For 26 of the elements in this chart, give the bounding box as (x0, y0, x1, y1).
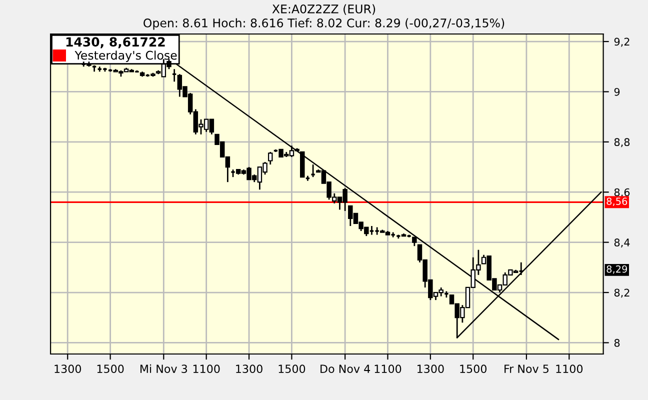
x-tick-label: 1300 (54, 364, 82, 374)
y-tick-label: 9 (614, 88, 620, 96)
x-tick-label: 1100 (374, 364, 402, 374)
y-tick-label: 9,2 (614, 38, 630, 47)
x-tick-label: 1300 (236, 364, 262, 374)
y-tick-label: 8,2 (614, 288, 630, 298)
x-tick-label: Fr Nov 5 (504, 364, 548, 374)
x-tick-label: 1500 (460, 364, 487, 374)
chart-subtitle: Open: 8.61 Hoch: 8.616 Tief: 8.02 Cur: 8.29 (-00,27/-03,15%) (144, 18, 504, 30)
y-tick-label: 8,4 (614, 238, 630, 248)
legend-title: 1430, 8,61722 (66, 37, 165, 48)
legend-label: Yesterday's Close (74, 50, 177, 62)
x-tick-label: Do Nov 4 (320, 364, 370, 374)
x-tick-label: 1100 (193, 364, 220, 374)
candlestick (268, 151, 273, 166)
y-tick-label: 8,6 (614, 188, 630, 198)
annotation: 8,56 (606, 198, 628, 206)
chart-title: XE:A0Z2ZZ (EUR) (272, 4, 376, 15)
x-tick-label: 1300 (418, 364, 444, 374)
y-tick-label: 8,8 (614, 138, 630, 148)
x-tick-label: Mi Nov 3 (140, 364, 188, 374)
x-tick-label: 1500 (97, 364, 124, 374)
y-tick-label: 8 (614, 338, 620, 347)
x-tick-label: 1100 (556, 364, 583, 374)
annotation: 8,29 (606, 265, 628, 274)
x-tick-label: 1500 (278, 364, 306, 374)
